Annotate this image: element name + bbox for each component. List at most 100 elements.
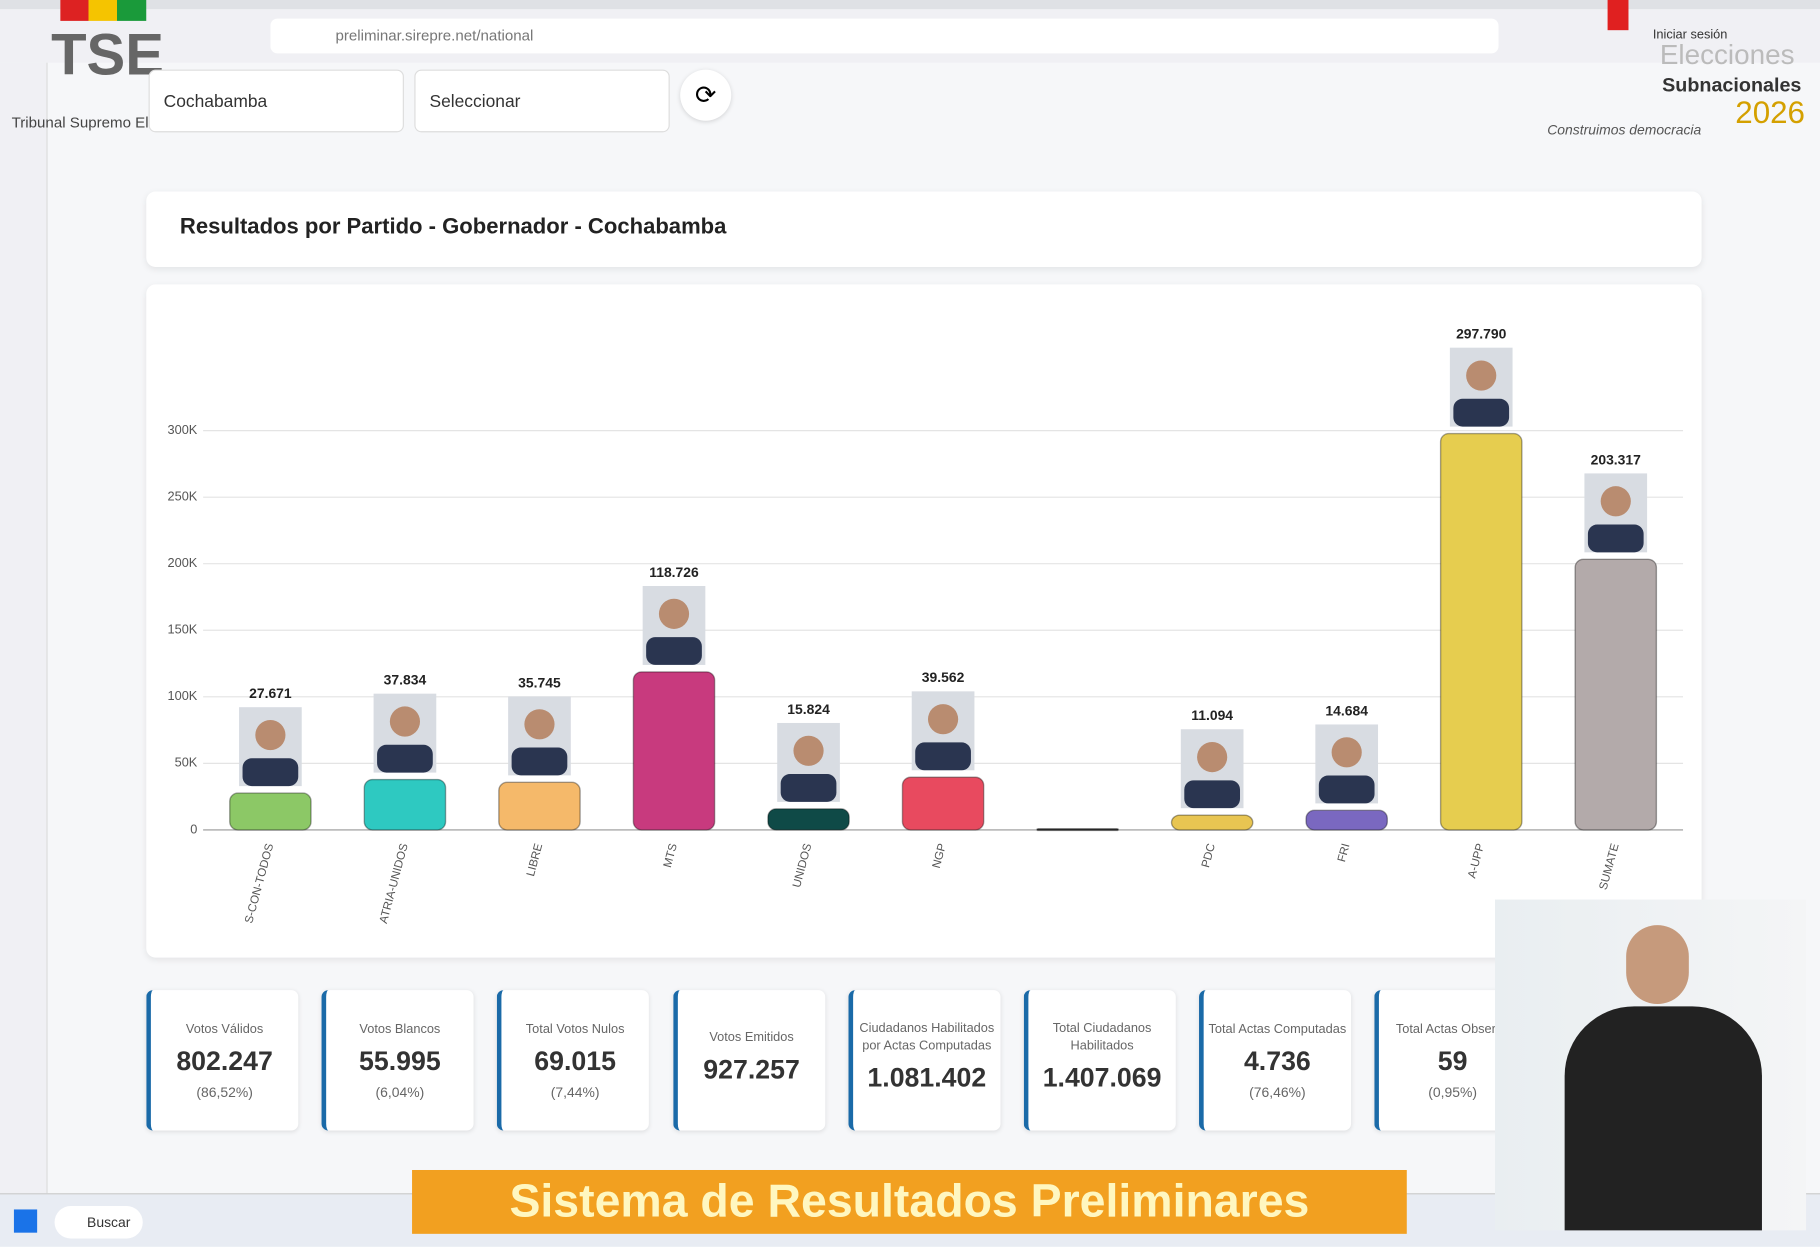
- value-label: 27.671: [249, 685, 292, 701]
- x-tick-label: NGP: [930, 842, 949, 870]
- chart-title: Resultados por Partido - Gobernador - Co…: [179, 214, 727, 240]
- x-tick-label: ATRIA-UNIDOS: [377, 842, 411, 925]
- stat-percent: (0,95%): [1428, 1083, 1478, 1100]
- bar: [1574, 558, 1658, 831]
- candidate-face: [793, 735, 824, 766]
- banner: Sistema de Resultados Preliminares SIREP…: [412, 1169, 1407, 1247]
- signin[interactable]: Iniciar sesión: [1652, 27, 1728, 42]
- x-tick-label: LIBRE: [524, 842, 545, 878]
- bar: [229, 792, 312, 831]
- event-title: Elecciones: [1659, 39, 1795, 71]
- value-label: 203.317: [1591, 451, 1642, 467]
- event-logo-mark: [1607, 0, 1629, 31]
- value-label: 37.834: [384, 672, 427, 688]
- y-tick-label: 100K: [168, 688, 198, 703]
- event-slogan: Construimos democracia: [1547, 121, 1702, 139]
- stat-label: Votos Válidos: [185, 1022, 264, 1036]
- stat-value: 69.015: [534, 1045, 616, 1076]
- value-label: 14.684: [1325, 702, 1368, 718]
- person-body: [1564, 1006, 1762, 1231]
- candidate-suit: [511, 747, 568, 776]
- candidate-face: [658, 598, 690, 629]
- x-tick-label: SUMATE: [1597, 842, 1622, 891]
- candidate-face: [927, 704, 959, 735]
- candidate-suit: [242, 758, 299, 787]
- logo-subtitle: Tribunal Supremo Electoral: [11, 113, 194, 132]
- stat-label: Total Actas Observa: [1395, 1022, 1510, 1036]
- stat-percent: (86,52%): [196, 1083, 253, 1100]
- chart-card: 0 50K 100K 150K 200K 250K 300K S-CON-TODOS 27.67…: [146, 284, 1702, 958]
- stat-value: 927.257: [703, 1053, 800, 1084]
- stat-value: 1.407.069: [1042, 1062, 1162, 1093]
- candidate-face: [1331, 737, 1362, 768]
- candidate-face: [1197, 742, 1228, 773]
- bar: [1305, 809, 1389, 831]
- x-tick-label: PDC: [1199, 842, 1218, 869]
- stat-value: 4.736: [1243, 1045, 1311, 1076]
- candidate-suit: [1184, 780, 1241, 809]
- y-tick-label: 150K: [168, 622, 198, 637]
- logo-flag: [60, 0, 147, 21]
- candidate-face: [389, 706, 421, 737]
- candidate-face: [255, 719, 286, 751]
- stat-label: Votos Emitidos: [709, 1030, 794, 1045]
- y-tick-label: 200K: [168, 555, 198, 570]
- x-tick-label: A-UPP: [1465, 842, 1487, 880]
- bar: [901, 776, 985, 831]
- value-label: 39.562: [922, 669, 965, 685]
- stat-value: 1.081.402: [867, 1062, 987, 1093]
- event-year: 2026: [1735, 95, 1805, 130]
- url-bar[interactable]: preliminar.sirepre.net/national: [270, 18, 1499, 54]
- refresh-button[interactable]: ⟳: [680, 69, 732, 121]
- stat-value: 802.247: [176, 1045, 273, 1076]
- candidate-suit: [1453, 398, 1510, 427]
- y-tick-label: 300K: [168, 422, 198, 437]
- bar: [498, 781, 581, 831]
- x-tick-label: FRI: [1335, 842, 1352, 863]
- y-tick-label: 250K: [168, 489, 198, 504]
- search-box[interactable]: Buscar: [54, 1205, 143, 1239]
- candidate-suit: [1318, 775, 1375, 804]
- y-tick-label: 50K: [175, 755, 198, 770]
- stat-percent: (76,46%): [1249, 1083, 1306, 1100]
- value-label: 11.094: [1191, 707, 1233, 723]
- chart: 0 50K 100K 150K 200K 250K 300K S-CON-TODOS 27.67…: [168, 326, 1684, 925]
- event-subtitle: Subnacionales: [1662, 74, 1802, 97]
- stat-card: Total Ciudadanos Habilitados 1.407.069: [1023, 990, 1176, 1131]
- candidate-suit: [1587, 524, 1644, 553]
- tab-strip: [0, 0, 1820, 10]
- stat-label: Ciudadanos Habilitados por Actas Computa…: [859, 1021, 995, 1053]
- stat-label: Total Votos Nulos: [525, 1022, 625, 1036]
- bar: [1036, 828, 1119, 832]
- candidate-face: [1466, 360, 1497, 391]
- candidate-face: [524, 709, 555, 740]
- x-tick-label: UNIDOS: [790, 842, 814, 889]
- y-tick-label: 0: [190, 821, 197, 836]
- value-label: 297.790: [1456, 326, 1507, 342]
- stat-value: 59: [1437, 1045, 1468, 1076]
- value-label: 15.824: [787, 701, 830, 717]
- candidate-suit: [915, 742, 971, 771]
- stat-label: Total Actas Computadas: [1208, 1022, 1347, 1036]
- stat-card: Total Actas Computadas 4.736 (76,46%): [1199, 990, 1352, 1131]
- stat-card: Total Votos Nulos 69.015 (7,44%): [496, 990, 649, 1131]
- start-button[interactable]: [13, 1209, 38, 1233]
- candidate-face: [1600, 486, 1631, 517]
- candidate-suit: [646, 637, 702, 665]
- bar: [632, 671, 716, 831]
- stat-card: Votos Blancos 55.995 (6,04%): [321, 990, 474, 1131]
- logo: TSE: [51, 22, 164, 88]
- stat-card: Votos Válidos 802.247 (86,52%): [146, 990, 299, 1131]
- bar: [363, 778, 447, 831]
- x-tick-label: S-CON-TODOS: [242, 842, 276, 925]
- dropdown[interactable]: Seleccionar: [414, 69, 670, 133]
- stat-percent: (7,44%): [550, 1083, 600, 1100]
- title-card: Resultados por Partido - Gobernador - Co…: [146, 191, 1702, 267]
- dropdown[interactable]: Cochabamba: [148, 69, 404, 133]
- x-tick-label: MTS: [661, 842, 680, 869]
- sidebar: [0, 62, 48, 1195]
- bar: [1170, 814, 1254, 831]
- stat-label: Votos Blancos: [359, 1022, 441, 1036]
